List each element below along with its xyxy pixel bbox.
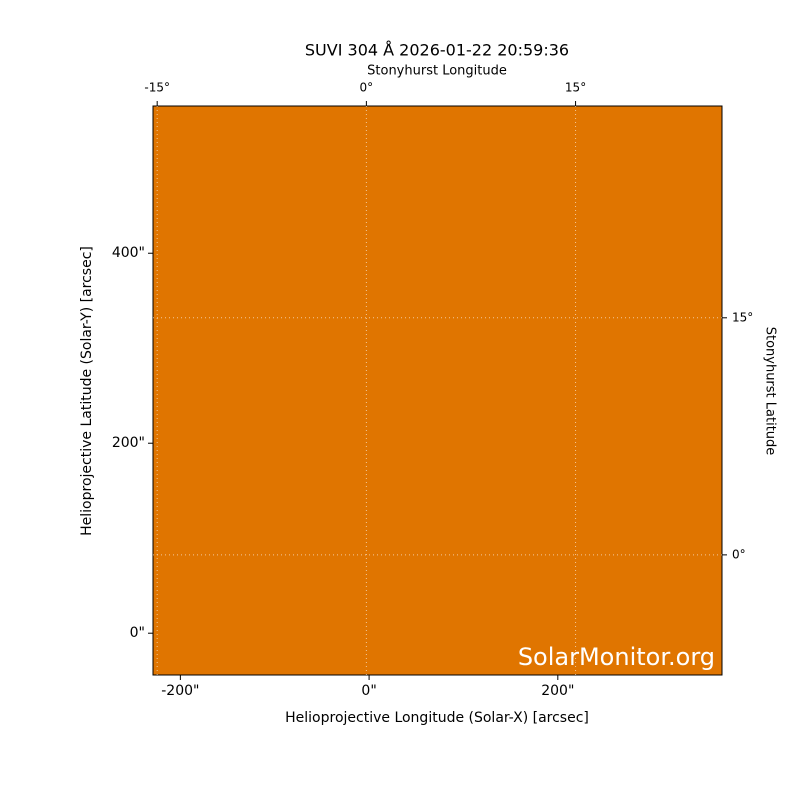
x-axis-label: Helioprojective Longitude (Solar-X) [arc… [285,710,589,726]
plot-frame [152,105,723,676]
chart-title: SUVI 304 Å 2026-01-22 20:59:36 [305,41,569,60]
top-tick-label: 15° [565,81,586,95]
solar-image [153,106,722,675]
y-tick-label: 200" [112,435,145,451]
top-axis-label: Stonyhurst Longitude [367,64,507,79]
y-axis-label: Helioprojective Latitude (Solar-Y) [arcs… [79,246,95,536]
right-tick-label: 15° [732,310,753,324]
x-tick-label: 0" [361,683,376,699]
top-tick-label: -15° [144,81,170,95]
right-tick-label: 0° [732,547,746,561]
y-tick-label: 400" [112,245,145,261]
watermark: SolarMonitor.org [518,643,715,671]
x-tick-label: -200" [161,683,199,699]
right-axis-label: Stonyhurst Latitude [763,327,778,456]
top-tick-label: 0° [360,81,374,95]
x-tick-label: 200" [541,683,574,699]
y-tick-label: 0" [130,625,145,641]
